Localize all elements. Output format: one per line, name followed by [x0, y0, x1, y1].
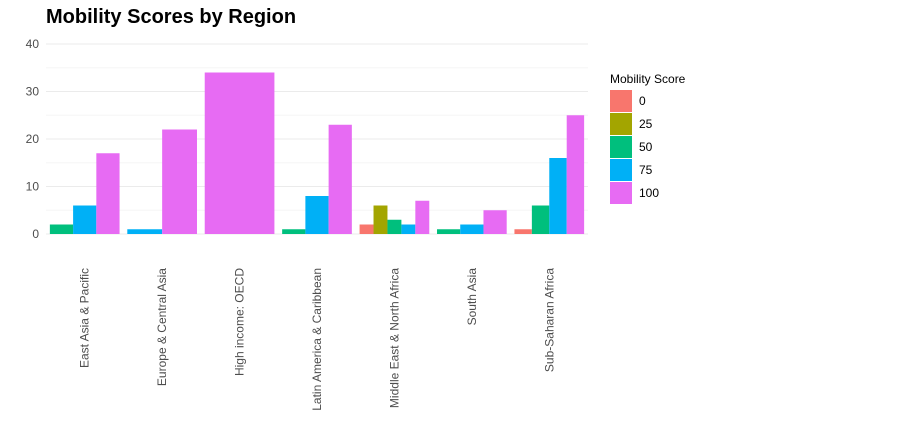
y-tick-label: 40 — [26, 37, 40, 51]
legend-label: 100 — [639, 186, 659, 200]
y-tick-label: 10 — [26, 180, 40, 194]
legend-label: 75 — [639, 163, 653, 177]
x-tick-label: Latin America & Caribbean — [310, 268, 324, 411]
x-tick-label: Sub-Saharan Africa — [542, 268, 556, 372]
bar — [282, 229, 306, 234]
x-tick-label: Middle East & North Africa — [387, 268, 401, 408]
x-tick-label: East Asia & Pacific — [78, 268, 92, 368]
y-axis: 0 10 20 30 40 — [26, 37, 40, 241]
bar — [514, 229, 532, 234]
legend-key — [610, 90, 632, 112]
bar — [73, 205, 97, 234]
bars — [49, 72, 585, 234]
chart-title: Mobility Scores by Region — [46, 6, 297, 28]
y-tick-label: 30 — [26, 85, 40, 99]
bar — [96, 153, 120, 234]
bar — [328, 124, 352, 234]
legend-key — [610, 159, 632, 181]
x-tick-label: South Asia — [465, 268, 479, 326]
y-tick-label: 20 — [26, 132, 40, 146]
bar — [204, 72, 275, 234]
y-tick-label: 0 — [32, 227, 39, 241]
bar — [305, 196, 329, 234]
bar — [359, 224, 374, 234]
bar — [549, 158, 567, 234]
bar — [531, 205, 550, 234]
bar — [566, 115, 585, 234]
legend-key — [610, 136, 632, 158]
legend-key — [610, 113, 632, 135]
bar — [127, 229, 163, 234]
legend-label: 50 — [639, 140, 653, 154]
legend-label: 0 — [639, 94, 646, 108]
bar — [162, 129, 197, 234]
bar — [49, 224, 74, 234]
legend-key — [610, 182, 632, 204]
bar — [437, 229, 461, 234]
x-tick-label: Europe & Central Asia — [155, 268, 169, 386]
bar — [415, 200, 430, 234]
legend: Mobility Score 0 25 50 75 100 — [610, 72, 686, 204]
x-axis: East Asia & Pacific Europe & Central Asia… — [78, 268, 557, 411]
bar — [373, 205, 388, 234]
legend-title: Mobility Score — [610, 72, 686, 86]
bar — [387, 219, 402, 234]
bar — [483, 210, 507, 234]
legend-label: 25 — [639, 117, 653, 131]
bar — [460, 224, 484, 234]
bar — [401, 224, 416, 234]
x-tick-label: High income: OECD — [233, 268, 247, 376]
